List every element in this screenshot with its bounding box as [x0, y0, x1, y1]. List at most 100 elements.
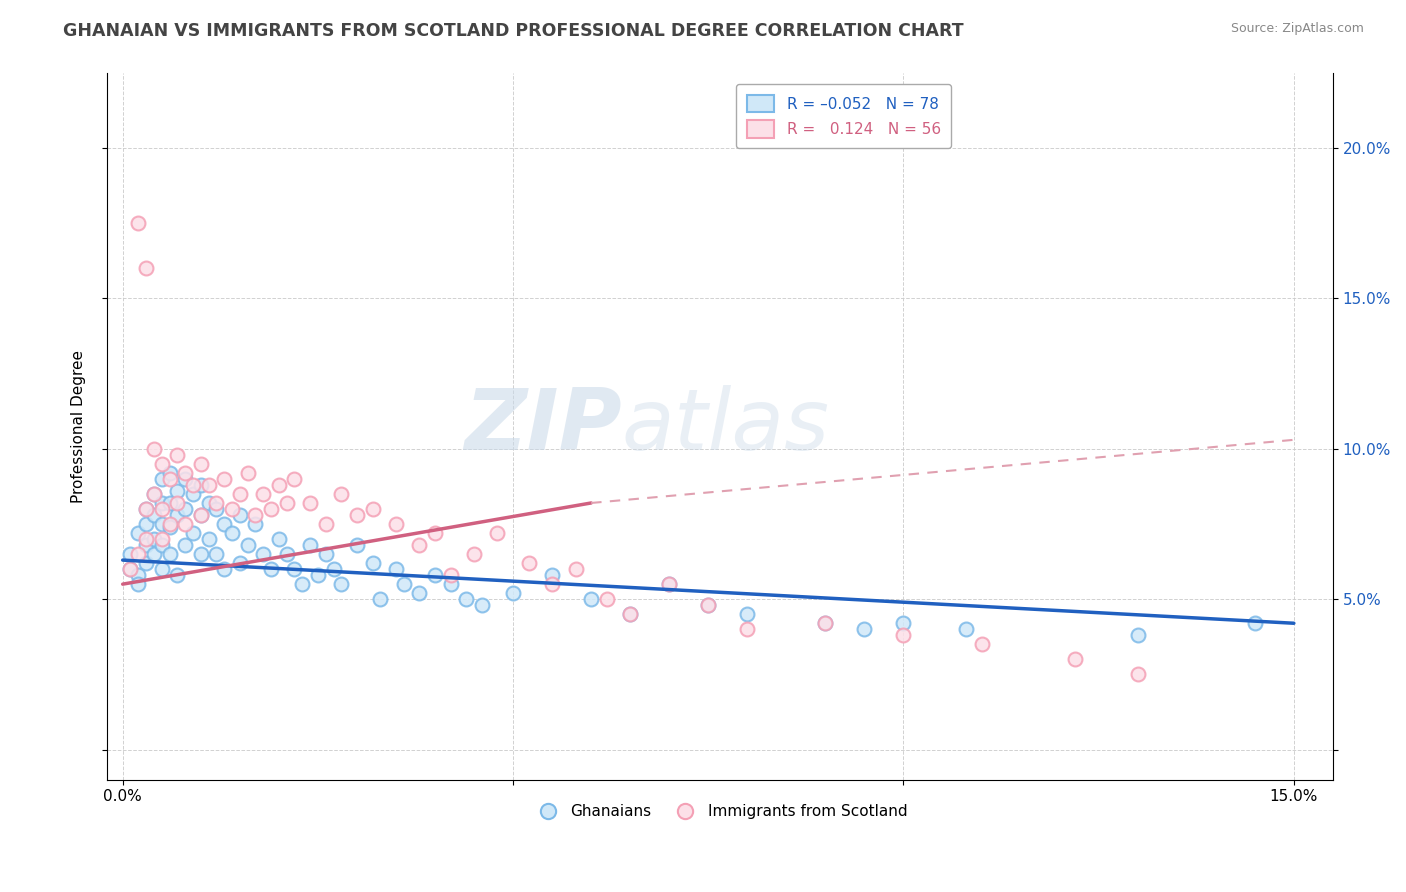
Point: [181, 478, 204, 492]
Point: [299, 538, 322, 552]
Point: [166, 496, 188, 510]
Point: [150, 538, 173, 552]
Point: [142, 487, 165, 501]
Point: [166, 483, 188, 498]
Point: [619, 607, 641, 622]
Point: [291, 577, 314, 591]
Point: [1126, 667, 1149, 681]
Point: [135, 261, 157, 276]
Point: [456, 592, 478, 607]
Point: [150, 532, 173, 546]
Point: [893, 628, 915, 642]
Point: [658, 577, 681, 591]
Point: [346, 538, 368, 552]
Point: [127, 216, 149, 230]
Point: [1126, 628, 1149, 642]
Point: [315, 516, 337, 531]
Point: [267, 532, 290, 546]
Point: [1064, 652, 1087, 666]
Point: [190, 478, 212, 492]
Point: [236, 538, 259, 552]
Point: [135, 556, 157, 570]
Point: [166, 508, 188, 522]
Point: [127, 577, 149, 591]
Text: GHANAIAN VS IMMIGRANTS FROM SCOTLAND PROFESSIONAL DEGREE CORRELATION CHART: GHANAIAN VS IMMIGRANTS FROM SCOTLAND PRO…: [63, 22, 965, 40]
Text: ZIP: ZIP: [464, 384, 621, 467]
Point: [181, 526, 204, 541]
Point: [330, 577, 353, 591]
Point: [159, 516, 181, 531]
Point: [174, 466, 197, 480]
Point: [517, 556, 540, 570]
Point: [174, 502, 197, 516]
Point: [221, 502, 243, 516]
Point: [385, 562, 408, 576]
Point: [315, 547, 337, 561]
Point: [564, 562, 586, 576]
Point: [159, 496, 181, 510]
Point: [658, 577, 681, 591]
Point: [221, 526, 243, 541]
Point: [307, 568, 329, 582]
Point: [212, 562, 235, 576]
Text: atlas: atlas: [621, 384, 830, 467]
Point: [212, 516, 235, 531]
Point: [174, 472, 197, 486]
Point: [322, 562, 344, 576]
Point: [471, 598, 494, 612]
Point: [150, 562, 173, 576]
Point: [486, 526, 509, 541]
Point: [229, 556, 252, 570]
Point: [135, 516, 157, 531]
Point: [205, 502, 228, 516]
Point: [697, 598, 720, 612]
Point: [423, 568, 446, 582]
Point: [120, 562, 142, 576]
Point: [159, 547, 181, 561]
Point: [142, 508, 165, 522]
Point: [127, 568, 149, 582]
Point: [150, 457, 173, 471]
Point: [385, 516, 408, 531]
Point: [190, 547, 212, 561]
Point: [439, 577, 461, 591]
Point: [330, 487, 353, 501]
Point: [814, 616, 837, 631]
Point: [120, 562, 142, 576]
Point: [423, 526, 446, 541]
Point: [150, 496, 173, 510]
Point: [197, 478, 219, 492]
Point: [579, 592, 602, 607]
Point: [361, 556, 384, 570]
Point: [408, 586, 430, 600]
Point: [205, 496, 228, 510]
Point: [267, 478, 290, 492]
Point: [245, 516, 267, 531]
Point: [135, 538, 157, 552]
Point: [697, 598, 720, 612]
Point: [150, 502, 173, 516]
Point: [150, 516, 173, 531]
Point: [596, 592, 619, 607]
Point: [276, 496, 298, 510]
Point: [127, 526, 149, 541]
Point: [190, 508, 212, 522]
Point: [252, 547, 274, 561]
Point: [893, 616, 915, 631]
Point: [229, 487, 252, 501]
Point: [737, 607, 759, 622]
Y-axis label: Professional Degree: Professional Degree: [72, 350, 86, 503]
Point: [1243, 616, 1265, 631]
Point: [260, 502, 283, 516]
Point: [166, 448, 188, 462]
Point: [463, 547, 485, 561]
Point: [276, 547, 298, 561]
Point: [135, 502, 157, 516]
Point: [142, 487, 165, 501]
Point: [502, 586, 524, 600]
Text: Source: ZipAtlas.com: Source: ZipAtlas.com: [1230, 22, 1364, 36]
Point: [190, 457, 212, 471]
Point: [174, 538, 197, 552]
Point: [197, 496, 219, 510]
Point: [205, 547, 228, 561]
